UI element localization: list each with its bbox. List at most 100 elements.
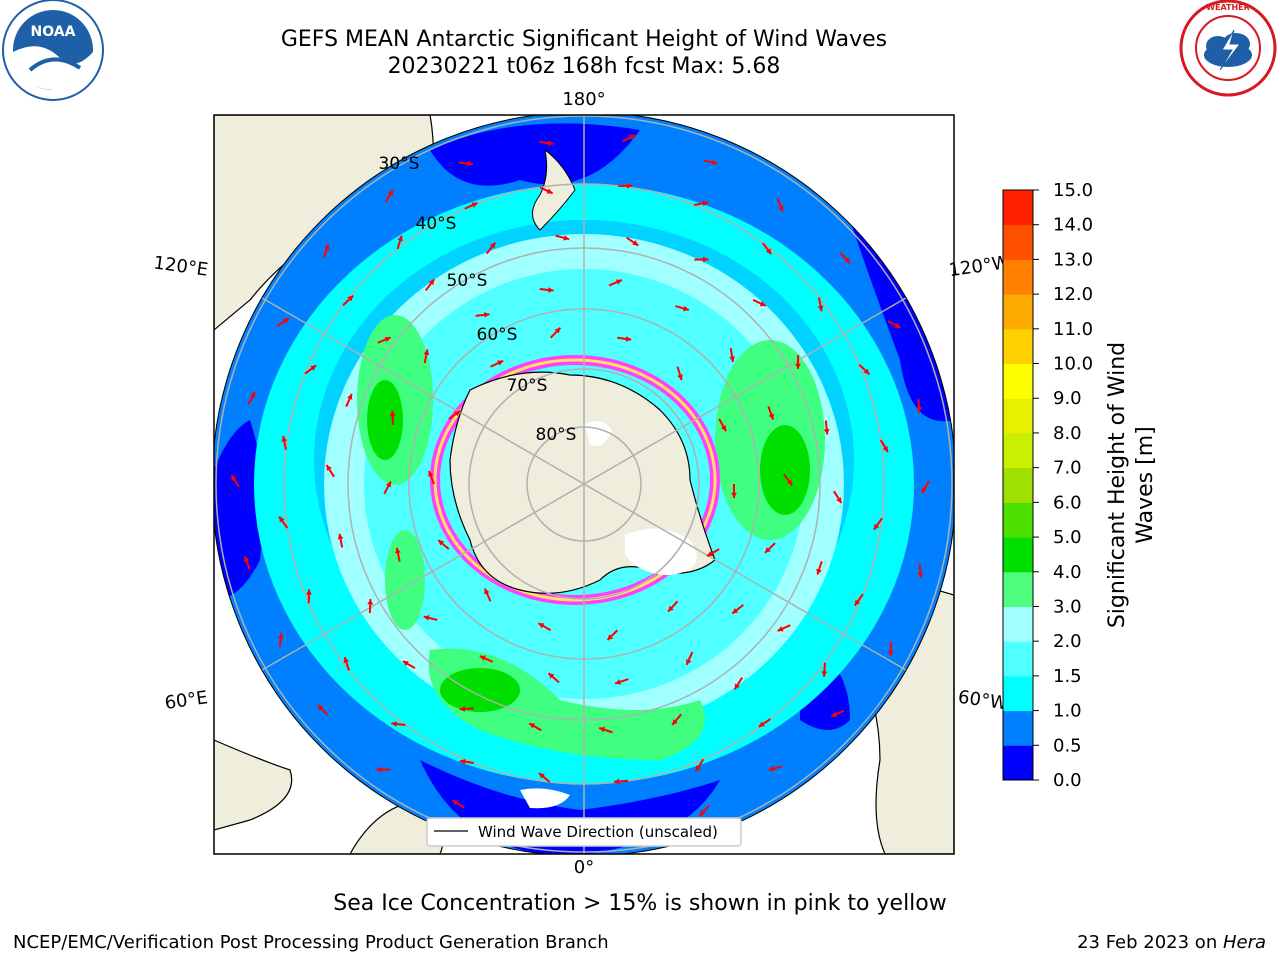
wave-arrow-head xyxy=(281,435,288,442)
wave-arrow-head xyxy=(629,134,636,140)
colorbar-swatch xyxy=(1003,328,1033,365)
lon-label-60w: 60°W xyxy=(957,687,1009,715)
wave-arrow-head xyxy=(854,599,861,606)
wave-arrow-head xyxy=(548,673,555,679)
wave-arrow-head xyxy=(277,632,284,639)
colorbar-swatch xyxy=(1003,363,1033,399)
wave-arrow-head xyxy=(768,413,775,420)
wave-arrow-head xyxy=(731,492,737,498)
colorbar-swatch xyxy=(1003,398,1033,434)
wave-arrow-head xyxy=(402,661,409,667)
lat-label-50s: 50°S xyxy=(447,271,488,291)
wave-arrow-head xyxy=(471,202,478,208)
lat-label-60s: 60°S xyxy=(477,325,518,345)
colorbar-tick-label: 8.0 xyxy=(1053,423,1082,444)
wave-arrow-head xyxy=(699,810,706,816)
wave-arrow-head xyxy=(529,723,536,729)
lon-label-0: 0° xyxy=(574,857,594,878)
wave-arrow-head xyxy=(347,295,354,302)
wave-arrow-head xyxy=(343,657,350,664)
wave-arrow-head xyxy=(538,623,545,629)
colorbar-tick-label: 14.0 xyxy=(1053,215,1093,236)
wave-arrow-head xyxy=(615,679,622,685)
wave-arrow-head xyxy=(387,189,394,196)
wave-arrow-head xyxy=(548,287,554,293)
colorbar-swatch xyxy=(1003,502,1033,538)
colorbar-swatch xyxy=(1003,641,1033,677)
wave-arrow-head xyxy=(391,721,397,727)
wave-arrow-head xyxy=(668,605,674,612)
colorbar-swatch xyxy=(1003,675,1033,712)
wave-arrow-head xyxy=(768,765,775,772)
colorbar-tick-label: 9.0 xyxy=(1053,388,1082,409)
wave-arrow-head xyxy=(385,481,391,488)
wave-arrow-head xyxy=(423,615,430,621)
wave-arrow-head xyxy=(454,410,461,417)
wave-arrow-head xyxy=(428,470,434,477)
chart-title: GEFS MEAN Antarctic Significant Height o… xyxy=(280,27,888,52)
wave-arrow-head xyxy=(921,487,927,494)
lon-label-120w: 120°W xyxy=(947,252,1011,281)
colorbar-tick-label: 12.0 xyxy=(1053,284,1093,305)
wave-arrow-head xyxy=(702,200,709,207)
wave-arrow-head xyxy=(483,311,490,318)
wave-arrow-head xyxy=(711,159,718,166)
colorbar-swatch xyxy=(1003,224,1033,260)
svg-text:NOAA: NOAA xyxy=(31,24,76,40)
wave-arrow-head xyxy=(764,547,771,553)
wave-arrow-head xyxy=(863,368,870,375)
wave-arrow-head xyxy=(607,634,614,641)
wave-arrow-head xyxy=(615,279,622,285)
wave-arrow-head xyxy=(682,305,689,312)
wave-arrow-head xyxy=(337,533,344,540)
footer-credit: NCEP/EMC/Verification Post Processing Pr… xyxy=(13,932,609,953)
colorbar-swatch xyxy=(1003,190,1033,226)
colorbar-swatch xyxy=(1003,467,1033,503)
wave-arrow-head xyxy=(765,248,772,255)
wave-arrow-head xyxy=(677,374,683,381)
colorbar-swatch xyxy=(1003,259,1033,295)
colorbar-swatch xyxy=(1003,432,1033,469)
wave-arrow-head xyxy=(786,479,793,486)
wave-arrow-head xyxy=(231,475,237,482)
wave-arrow-head xyxy=(821,671,828,677)
colorbar-tick-label: 13.0 xyxy=(1053,249,1093,270)
lon-label-180: 180° xyxy=(562,89,605,110)
wave-arrow-head xyxy=(554,327,561,334)
colorbar-tick-label: 0.5 xyxy=(1053,735,1082,756)
nws-logo-icon: WEATHER xyxy=(1179,0,1277,97)
map-frame-content xyxy=(214,115,954,854)
wave-arrow-head xyxy=(882,446,888,453)
svg-text:WEATHER: WEATHER xyxy=(1206,3,1250,12)
wave-arrow-head xyxy=(758,721,765,727)
colorbar-tick-label: 5.0 xyxy=(1053,527,1082,548)
wave-arrow-head xyxy=(599,726,606,733)
wave-arrow-head xyxy=(816,568,822,575)
wave-arrow-head xyxy=(917,572,924,578)
wave-arrow-head xyxy=(831,711,838,717)
wave-arrow-head xyxy=(306,589,312,595)
wave-arrow-head xyxy=(836,497,842,504)
lat-label-40s: 40°S xyxy=(416,214,457,234)
wave-arrow-head xyxy=(887,650,894,656)
lat-label-70s: 70°S xyxy=(507,376,548,396)
colorbar-label-line2: Waves [m] xyxy=(1133,426,1158,543)
wave-arrow-head xyxy=(467,160,473,167)
wave-arrow-head xyxy=(734,683,740,690)
wave-arrow-head xyxy=(873,523,880,530)
wave-arrow-head xyxy=(479,655,486,661)
noaa-logo-icon: NOAA xyxy=(2,0,104,101)
wave-arrow-head xyxy=(686,658,692,665)
wave-arrow-head xyxy=(489,242,496,249)
wave-direction-arrows xyxy=(230,134,930,834)
colorbar-tick-label: 11.0 xyxy=(1053,319,1093,340)
colorbar-tick-label: 6.0 xyxy=(1053,492,1082,513)
lon-label-120e: 120°E xyxy=(152,252,209,280)
colorbar-tick-label: 1.5 xyxy=(1053,666,1082,687)
wave-arrow-head xyxy=(459,706,466,712)
wave-arrow-head xyxy=(397,235,403,242)
sea-ice-caption: Sea Ice Concentration > 15% is shown in … xyxy=(333,891,947,916)
wave-arrow-head xyxy=(823,428,830,435)
lat-label-30s: 30°S xyxy=(379,154,420,174)
